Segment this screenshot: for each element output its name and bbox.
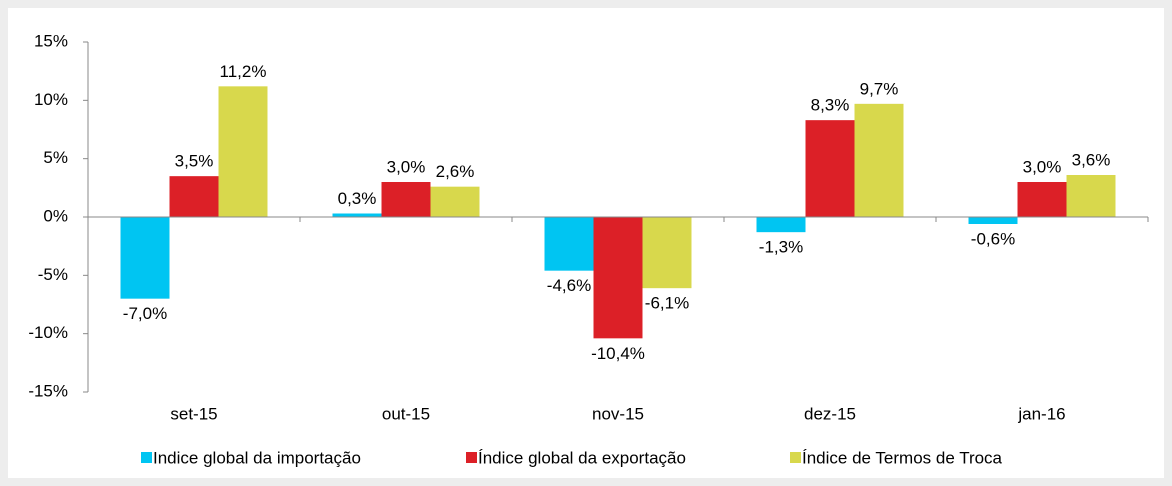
y-tick-label: -10% [28,323,68,342]
y-tick-label: -15% [28,381,68,400]
bar [544,217,594,271]
legend-label: Indice global da importação [153,448,361,467]
value-label: 11,2% [220,62,267,81]
x-tick-label: jan-16 [1017,404,1065,423]
value-label: 0,3% [338,189,377,208]
legend-label: Índice global da exportação [478,448,686,467]
value-label: -6,1% [645,294,689,313]
x-tick-label: nov-15 [592,404,644,423]
value-label: 9,7% [860,79,899,98]
legend-swatch [790,452,801,463]
legend-swatch [141,452,152,463]
y-tick-label: 0% [43,206,68,225]
value-label: -4,6% [547,276,591,295]
bar [854,103,904,217]
bar [169,176,219,217]
bar [381,182,431,217]
value-label: -0,6% [971,229,1015,248]
bar [805,120,855,217]
value-label: 3,0% [387,157,426,176]
y-tick-label: 10% [34,90,68,109]
value-label: -1,3% [759,238,803,257]
value-label: 2,6% [436,162,475,181]
bar [332,213,382,217]
legend-swatch [466,452,477,463]
legend-label: Índice de Termos de Troca [802,448,1003,467]
bar [756,217,806,233]
x-tick-label: out-15 [382,404,430,423]
bar [218,86,268,217]
bar [430,186,480,217]
value-label: 8,3% [811,96,850,115]
y-tick-label: 15% [34,31,68,50]
value-label: 3,0% [1023,157,1062,176]
y-tick-label: -5% [38,265,68,284]
bar [968,217,1018,224]
bar [120,217,170,299]
x-tick-label: dez-15 [804,404,856,423]
bar [1066,175,1116,217]
bar [593,217,643,339]
bar [1017,182,1067,217]
value-label: 3,5% [175,152,214,171]
value-label: 3,6% [1072,150,1111,169]
value-label: -10,4% [591,344,645,363]
bar [642,217,692,289]
x-tick-label: set-15 [170,404,217,423]
y-tick-label: 5% [43,148,68,167]
value-label: -7,0% [123,304,167,323]
